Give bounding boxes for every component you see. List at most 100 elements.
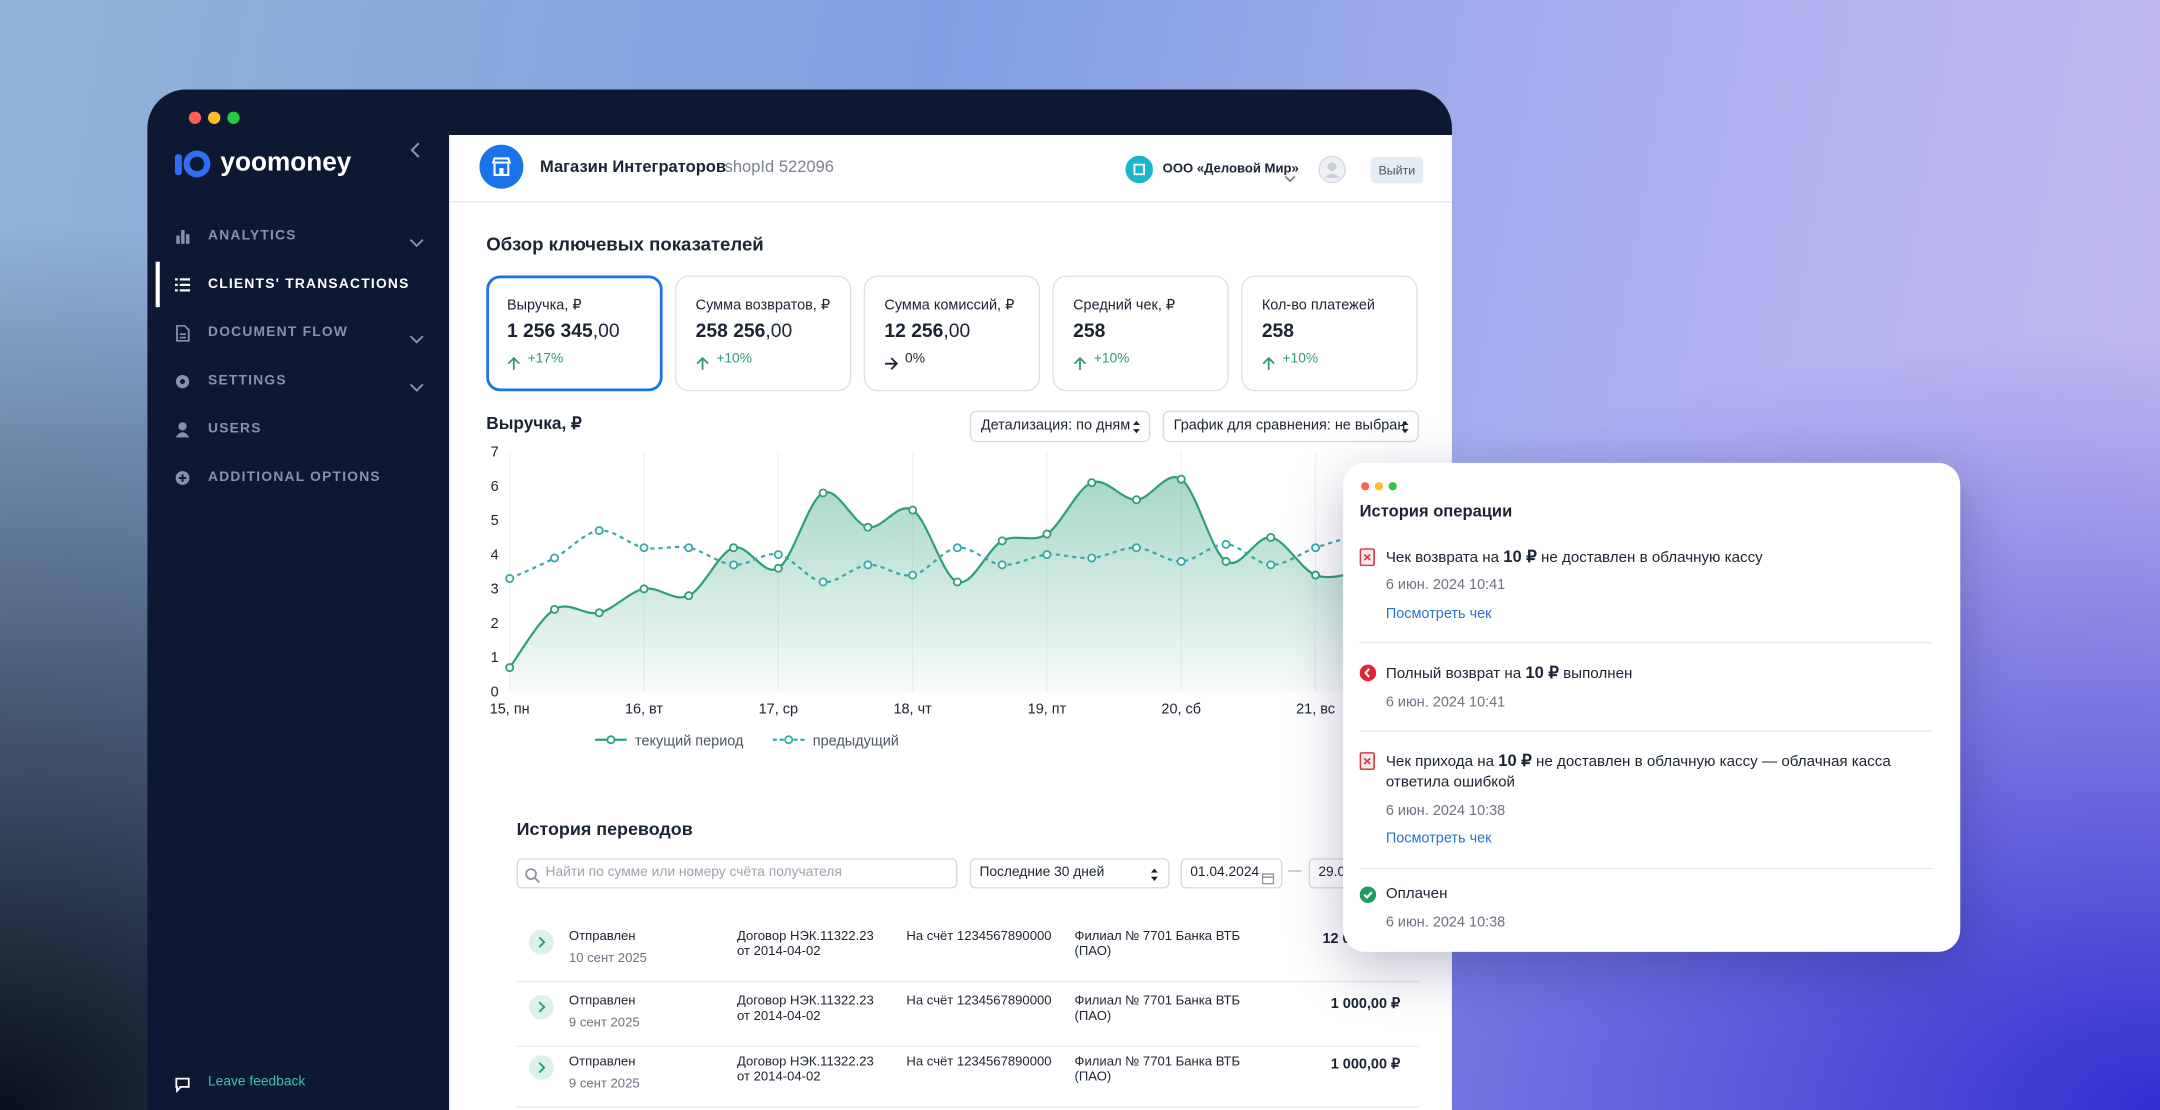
kpi-change: +17% (527, 351, 564, 367)
icon-shape (479, 144, 524, 189)
nav-item[interactable]: DOCUMENT FLOW (208, 325, 349, 341)
icon-shape (1361, 482, 1370, 491)
series-area (509, 477, 1361, 692)
data-point (1221, 556, 1231, 566)
select-box[interactable] (1162, 410, 1419, 443)
data-point (818, 577, 828, 587)
receipt-link[interactable]: Посмотреть чек (1385, 605, 1492, 623)
icon-shape (176, 324, 190, 342)
nav-item[interactable]: ADDITIONAL OPTIONS (208, 469, 381, 485)
data-point (1266, 560, 1276, 570)
nav-icon (175, 468, 190, 485)
company-name[interactable]: ООО «Деловой Мир» (1162, 161, 1299, 177)
kpi-label: Кол-во платежей (1261, 297, 1375, 314)
icon-shape (1363, 891, 1373, 899)
icon-shape (1359, 664, 1377, 682)
nav-item[interactable]: CLIENTS' TRANSACTIONS (208, 276, 410, 293)
kpi-card[interactable] (486, 275, 663, 392)
kpi-value: 258 (1073, 319, 1105, 342)
icon-shape (175, 422, 190, 438)
kpi-card[interactable] (1052, 275, 1229, 392)
kpi-card[interactable] (1241, 275, 1418, 392)
logout-label: Выйти (1378, 162, 1416, 177)
search-input[interactable] (516, 858, 958, 889)
transfer-status: Отправлен (568, 1054, 636, 1070)
y-tick-label: 5 (491, 513, 499, 529)
kpi-label: Сумма комиссий, ₽ (884, 297, 1015, 314)
nav-item[interactable]: SETTINGS (208, 373, 287, 389)
icon-shape (188, 111, 202, 124)
icon-shape (885, 357, 899, 370)
y-tick-label: 4 (491, 547, 499, 563)
transfer-bank: Филиал № 7701 Банка ВТБ (1074, 1054, 1241, 1070)
kpi-value-decimals: ,00 (943, 319, 971, 342)
transfer-status: Отправлен (568, 993, 636, 1009)
icon-shape (174, 283, 178, 286)
icon-shape (178, 422, 187, 431)
data-point (639, 543, 649, 553)
icon-shape (1363, 757, 1371, 765)
icon-shape (409, 335, 424, 344)
kpi-card[interactable] (674, 275, 852, 392)
transfer-contract: Договор НЭК.11322.23 (736, 928, 874, 945)
logo-text: yoomoney (220, 148, 352, 178)
icon-shape (1150, 868, 1158, 881)
legend-label: предыдущий (813, 733, 899, 749)
icon-shape (499, 168, 504, 175)
icon-shape (208, 111, 221, 124)
icon-shape (1133, 420, 1140, 434)
period-select[interactable] (969, 858, 1170, 889)
icon-shape (1359, 886, 1377, 903)
data-point (729, 560, 739, 570)
logo-mark (174, 150, 213, 178)
select-box[interactable] (969, 410, 1151, 443)
series-line (508, 476, 1361, 669)
feedback-link[interactable]: Leave feedback (208, 1074, 306, 1090)
operation-text-end: не доставлен в облачную кассу (1536, 549, 1763, 567)
data-point (1176, 474, 1186, 484)
icon-shape (534, 877, 540, 883)
date-separator: — (1288, 863, 1302, 879)
operation-icon (1359, 548, 1377, 567)
icon-shape (1327, 162, 1337, 172)
expand-button (528, 929, 554, 955)
select-label[interactable]: График для сравнения: не выбран (1173, 416, 1406, 434)
collapse-button (409, 141, 423, 158)
transfer-bank-form: (ПАО) (1074, 944, 1112, 960)
icon-shape (1262, 356, 1275, 370)
icon-shape (1073, 356, 1087, 370)
nav-item[interactable]: USERS (208, 421, 262, 437)
section-title: Обзор ключевых показателей (486, 234, 764, 255)
logout-button[interactable]: Выйти (1370, 157, 1424, 184)
y-tick-label: 7 (491, 445, 499, 461)
data-point (997, 560, 1007, 570)
icon-shape (175, 374, 190, 389)
transfer-bank-form: (ПАО) (1074, 1069, 1112, 1085)
active-indicator (155, 261, 160, 308)
icon-shape (409, 383, 424, 392)
icon-shape (409, 239, 424, 248)
icon-shape (1324, 173, 1340, 178)
kpi-change: +10% (716, 351, 752, 367)
kpi-value-main: 258 256 (695, 319, 766, 342)
nav-icon (175, 227, 190, 244)
transfer-account: На счёт 1234567890000 (906, 1054, 1052, 1070)
nav-item[interactable]: ANALYTICS (208, 228, 297, 244)
operation-text-start: Оплачен (1385, 885, 1448, 903)
icon-shape (696, 356, 709, 370)
icon-shape (179, 278, 191, 281)
select-label[interactable]: Детализация: по дням (980, 416, 1131, 434)
icon-shape (179, 283, 191, 286)
kpi-card[interactable] (863, 275, 1041, 392)
operation-amount: 10 ₽ (1498, 750, 1532, 771)
transfer-date: 9 сент 2025 (568, 1015, 640, 1031)
receipt-link[interactable]: Посмотреть чек (1385, 830, 1492, 847)
data-point (1087, 553, 1097, 563)
operation-time: 6 июн. 2024 10:38 (1385, 802, 1506, 820)
transfer-bank: Филиал № 7701 Банка ВТБ (1074, 993, 1241, 1009)
operation-history-popup: История операции Чек возврата на 10 ₽ не … (1343, 462, 1961, 952)
data-point (952, 543, 962, 553)
icon-shape (179, 333, 186, 336)
icon-shape (528, 929, 554, 955)
